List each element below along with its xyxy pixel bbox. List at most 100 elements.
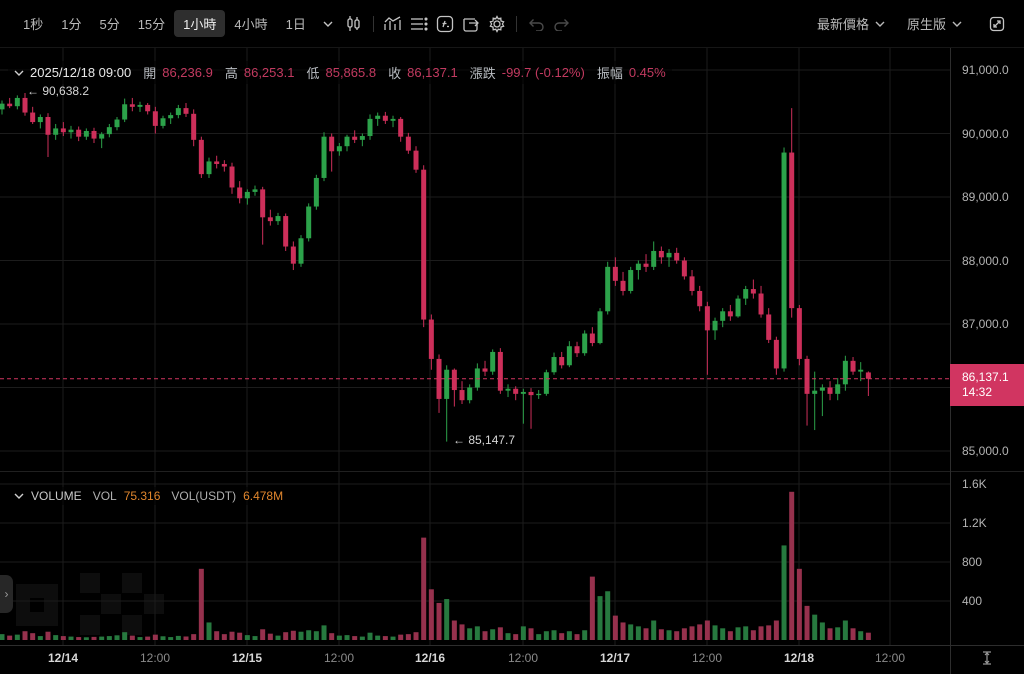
save-layout-icon[interactable] [458,11,484,37]
timeframe-1m-button[interactable]: 1分 [61,17,82,32]
volume-bar [681,628,687,640]
volume-bar [666,630,672,640]
candle-body [413,150,419,170]
collapse-chevron-icon[interactable] [14,70,24,76]
time-axis-separator [0,645,1024,646]
candle-body [804,358,810,394]
left-panel-expand-chevron[interactable]: › [0,575,13,613]
toolbar-divider [515,15,517,32]
volume-bar [405,634,411,640]
candle-body [283,216,289,247]
candle-body [298,238,304,264]
price-axis-label: 87,000.0 [962,317,1009,331]
vol-usdt-value: 6.478M [243,489,284,503]
volume-bar [321,625,327,640]
candle-body [183,108,189,114]
candle-body [520,391,526,394]
volume-bar [635,626,641,640]
time-axis-label: 12:00 [507,651,539,665]
candle-body [7,103,13,107]
fullscreen-expand-icon[interactable] [984,11,1010,37]
chart-display-settings-icon[interactable] [406,11,432,37]
candle-body [490,351,496,372]
pane-divider[interactable] [0,471,1024,472]
latest-price-dropdown[interactable]: 最新價格 [817,14,885,33]
candle-body [474,368,480,388]
candle-body [612,266,618,281]
volume-bar [221,634,227,640]
redo-icon[interactable] [549,11,575,37]
close-value: 86,137.1 [407,65,458,80]
timeframe-5m-button[interactable]: 5分 [99,17,120,32]
volume-bar [252,636,258,640]
volume-bar [306,630,312,640]
volume-bar [497,627,503,640]
volume-axis-label: 1.6K [962,477,987,491]
timeframe-4h-button[interactable]: 4小時 [234,17,268,32]
volume-bar [796,568,802,640]
time-axis-label: 12:00 [323,651,355,665]
more-timeframes-chevron-down-icon[interactable] [315,11,341,37]
volume-bar [336,635,342,640]
volume-bar [528,628,534,640]
volume-bar [704,620,710,640]
formula-fx-icon[interactable] [432,11,458,37]
candle-body [221,163,227,167]
timeframe-1s-button[interactable]: 1秒 [23,17,44,32]
volume-bar [244,635,250,640]
candle-body [582,333,588,354]
open-label: 開 [143,66,157,81]
candle-body [635,263,641,271]
volume-bar [597,596,603,640]
volume-bar [83,637,89,640]
candle-body [628,270,634,291]
axis-scale-icon[interactable] [980,650,994,671]
volume-bar [168,637,174,640]
volume-bar [114,635,120,640]
candle-body [237,187,243,199]
volume-bar [175,635,181,640]
timeframe-1h-button[interactable]: 1小時 [174,10,226,37]
candle-body [152,111,158,126]
candle-body [727,311,733,317]
candle-body [83,130,89,137]
volume-bar [612,615,618,640]
candle-body [551,357,557,373]
volume-bar [37,636,43,640]
collapse-chevron-icon[interactable] [14,493,24,499]
candle-body [436,358,442,399]
volume-bar [513,634,519,640]
candle-body [175,108,181,116]
volume-bar [781,545,787,640]
volume-bar [559,633,565,640]
ohlc-readout: 2025/12/18 09:00 開 86,236.9 高 86,253.1 低… [8,61,672,84]
undo-icon[interactable] [523,11,549,37]
indicators-icon[interactable] [380,11,406,37]
candle-body [643,263,649,267]
settings-gear-icon[interactable] [484,11,510,37]
candle-body [444,369,450,399]
volume-bar [582,630,588,640]
native-version-dropdown[interactable]: 原生版 [907,14,962,33]
high-price-annotation: ← 90,638.2 [27,84,90,98]
volume-bar [605,591,611,640]
timeframe-1d-button[interactable]: 1日 [285,17,306,32]
open-value: 86,236.9 [162,65,213,80]
candle-body [651,250,657,267]
volume-bar [237,632,243,640]
candle-body [198,139,204,175]
volume-bar [99,636,105,640]
candle-body [137,104,143,107]
chart-type-candlestick-icon[interactable] [341,11,367,37]
timeframe-15m-button[interactable]: 15分 [137,17,166,32]
candle-body [53,128,59,135]
candle-body [382,115,388,121]
candle-body [758,293,764,315]
candle-body [60,128,66,133]
volume-bar [91,636,97,640]
candle-body [129,104,135,107]
vol-usdt-label: VOL(USDT) [171,489,237,503]
volume-bar [850,628,856,640]
candle-body [865,372,871,379]
